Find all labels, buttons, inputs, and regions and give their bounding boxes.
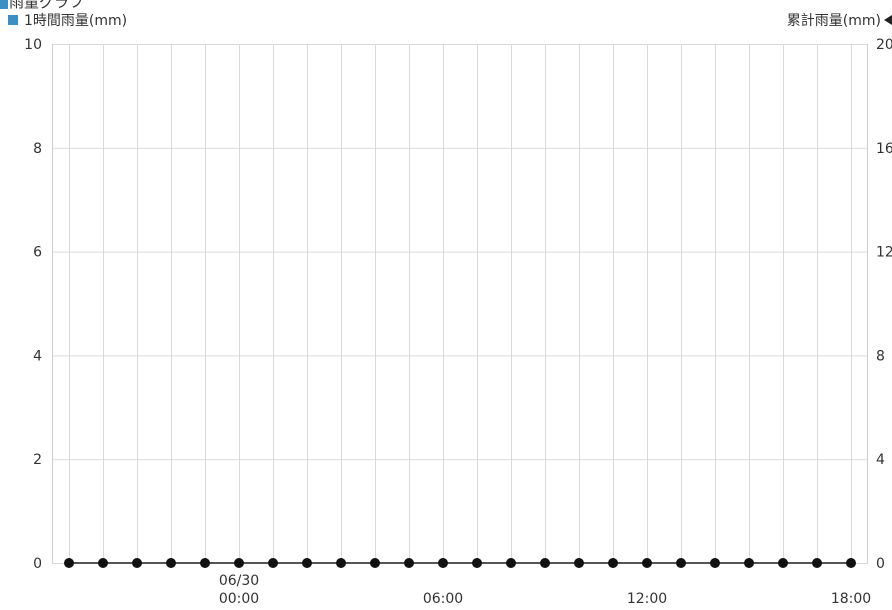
x-tick-label: 06/30 <box>219 573 259 589</box>
cumulative-rainfall-point <box>676 558 686 568</box>
cumulative-rainfall-point <box>438 558 448 568</box>
cumulative-rainfall-point <box>778 558 788 568</box>
x-tick-label: 06:00 <box>423 591 463 607</box>
chart-title: 雨量グラフ <box>0 0 84 12</box>
cumulative-rainfall-point <box>846 558 856 568</box>
y-right-tick-label: 8 <box>876 348 885 364</box>
cumulative-rainfall-point <box>302 558 312 568</box>
cumulative-rainfall-point <box>574 558 584 568</box>
cumulative-rainfall-point <box>812 558 822 568</box>
cumulative-rainfall-point <box>234 558 244 568</box>
legend-cumulative-label: 累計雨量(mm) <box>786 13 881 29</box>
cumulative-rainfall-point <box>370 558 380 568</box>
cumulative-rainfall-point <box>472 558 482 568</box>
legend-hourly-label: 1時間雨量(mm) <box>24 13 128 29</box>
cumulative-rainfall-point <box>506 558 516 568</box>
y-right-tick-label: 4 <box>876 452 885 468</box>
cumulative-rainfall-point <box>540 558 550 568</box>
y-left-tick-label: 4 <box>33 348 42 364</box>
y-right-tick-label: 20 <box>876 37 892 53</box>
cumulative-rainfall-point <box>336 558 346 568</box>
chart-title-text: 雨量グラフ <box>9 0 85 11</box>
cumulative-rainfall-point <box>744 558 754 568</box>
cumulative-rainfall-point <box>404 558 414 568</box>
cumulative-rainfall-point <box>64 558 74 568</box>
cumulative-rainfall-point <box>200 558 210 568</box>
x-tick-label: 00:00 <box>219 591 259 607</box>
y-right-tick-label: 12 <box>876 245 892 261</box>
title-marker-icon <box>0 0 8 9</box>
y-left-tick-label: 10 <box>24 37 42 53</box>
y-left-tick-label: 6 <box>33 245 42 261</box>
y-right-tick-label: 16 <box>876 141 892 157</box>
cumulative-rainfall-point <box>166 558 176 568</box>
cumulative-rainfall-point <box>98 558 108 568</box>
left-triangle-icon <box>884 15 892 25</box>
cumulative-rainfall-point <box>710 558 720 568</box>
x-tick-label: 12:00 <box>627 591 667 607</box>
y-right-tick-label: 0 <box>876 556 885 572</box>
y-left-tick-label: 0 <box>33 556 42 572</box>
legend-cumulative-rainfall[interactable]: 累計雨量(mm) <box>787 10 892 30</box>
x-tick-label: 18:00 <box>831 591 871 607</box>
cumulative-rainfall-point <box>268 558 278 568</box>
cumulative-rainfall-point <box>608 558 618 568</box>
legend-square-icon <box>8 15 18 25</box>
y-left-tick-label: 2 <box>33 452 42 468</box>
cumulative-rainfall-point <box>132 558 142 568</box>
cumulative-rainfall-point <box>642 558 652 568</box>
y-left-tick-label: 8 <box>33 141 42 157</box>
legend-hourly-rainfall[interactable]: 1時間雨量(mm) <box>8 10 127 30</box>
